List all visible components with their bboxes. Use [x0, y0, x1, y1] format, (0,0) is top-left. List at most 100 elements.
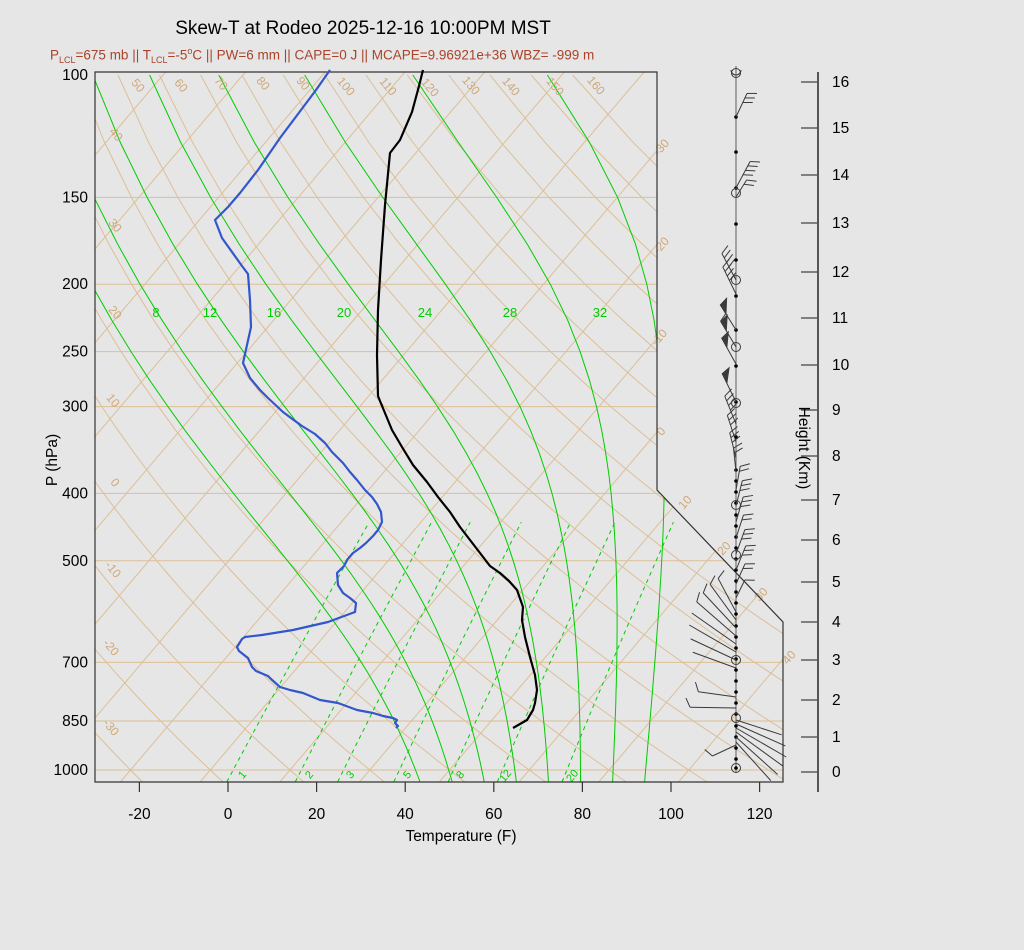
barb-feather	[733, 447, 743, 454]
height-tick-label: 2	[832, 692, 841, 709]
calm-symbol	[730, 69, 742, 76]
x-tick-label: 0	[224, 806, 233, 823]
dry-adiabat-line	[117, 74, 783, 782]
height-tick-label: 6	[832, 532, 841, 549]
height-tick-label: 9	[832, 402, 841, 419]
dry-adiabat-line	[324, 74, 783, 782]
isotherm-line	[0, 72, 86, 782]
wind-barb	[721, 366, 737, 403]
barb-feather	[694, 682, 699, 692]
barb-feather	[720, 312, 727, 322]
height-tick-label: 13	[832, 215, 849, 232]
barb-feather	[747, 165, 758, 167]
barb-staff	[735, 93, 748, 118]
gridline-label: 20	[714, 538, 734, 558]
mixing-ratio-line	[447, 521, 572, 782]
barb-feather	[740, 504, 751, 508]
barb-feather	[724, 388, 732, 397]
barb-feather	[742, 478, 753, 482]
barb-feather	[741, 537, 752, 540]
pressure-tick-label: 400	[62, 485, 88, 502]
wind-barb	[696, 592, 737, 637]
isotherm-line	[598, 72, 783, 782]
level-dot	[734, 724, 738, 728]
barb-feather	[739, 468, 750, 472]
barb-staff	[735, 466, 741, 491]
height-tick-label: 4	[832, 614, 841, 631]
barb-staff	[696, 601, 737, 637]
level-circle	[731, 655, 741, 665]
barb-staff	[729, 432, 737, 459]
barb-feather	[696, 592, 700, 603]
barb-staff	[732, 448, 737, 473]
height-tick-label: 8	[832, 448, 841, 465]
param-seg2: =-5	[167, 47, 188, 63]
barb-pennant	[720, 313, 728, 332]
dry-adiabat-line	[365, 74, 783, 782]
gridline-label: 150	[543, 74, 567, 99]
barb-feather	[726, 393, 734, 402]
barb-staff	[721, 373, 737, 403]
x-tick-label: 60	[485, 806, 503, 823]
dry-adiabat-line	[95, 74, 146, 782]
level-dot	[734, 222, 738, 226]
gridline-label: 160	[584, 73, 608, 98]
barb-feather	[730, 402, 738, 411]
moist-adiabat-line	[304, 74, 581, 782]
x-tick-label: 40	[397, 806, 415, 823]
wind-barb	[722, 258, 737, 295]
barb-feather	[723, 249, 731, 259]
barb-staff	[735, 179, 748, 198]
wind-barb	[735, 544, 756, 571]
barb-feather	[685, 697, 691, 708]
level-dot	[734, 479, 738, 483]
gridline-label: 2	[303, 769, 316, 781]
level-dot	[734, 746, 738, 750]
moist-adiabat-label: 20	[337, 305, 351, 320]
barb-feather	[741, 499, 752, 503]
barb-feather	[730, 417, 739, 426]
wind-barb	[735, 478, 753, 507]
wind-barb	[688, 624, 737, 653]
gridline-label: 1	[236, 769, 249, 781]
dry-adiabat-line	[95, 74, 550, 782]
height-tick-label: 12	[832, 264, 849, 281]
barb-feather	[750, 161, 761, 163]
wind-barb	[724, 388, 738, 425]
barb-feather	[722, 258, 730, 268]
level-dot	[734, 524, 738, 528]
level-dot	[734, 490, 738, 494]
barb-staff	[735, 496, 744, 523]
level-dot	[734, 513, 738, 517]
wind-barb	[735, 736, 778, 775]
barb-feather	[729, 426, 738, 434]
barb-feather	[721, 245, 729, 254]
isotherm-line	[518, 72, 783, 782]
level-dot	[734, 364, 738, 368]
mixing-ratio-line	[337, 521, 471, 782]
barb-feather	[727, 408, 736, 416]
level-dot	[734, 766, 738, 770]
param-seg1: =675 mb || T	[75, 47, 151, 63]
barb-staff	[698, 691, 737, 698]
moist-adiabat-label: 8	[152, 305, 159, 320]
x-axis-title: Temperature (F)	[405, 828, 516, 845]
wind-barb	[735, 179, 757, 198]
wind-barb	[735, 528, 755, 555]
plcl-label: P	[50, 47, 60, 63]
isotherm-line	[95, 72, 246, 782]
wind-barb	[709, 575, 737, 621]
barb-feather	[704, 749, 713, 757]
isotherm-line	[95, 72, 406, 782]
background-gridlines	[0, 72, 783, 782]
dry-adiabat-line	[200, 74, 783, 782]
page-title: Skew-T at Rodeo 2025-12-16 10:00PM MST	[175, 18, 551, 39]
temperature-curve	[375, 69, 539, 729]
moist-adiabat-line	[149, 74, 518, 782]
barb-staff	[717, 578, 737, 613]
barb-staff	[689, 706, 737, 709]
wind-barb	[719, 297, 737, 331]
level-dot	[734, 294, 738, 298]
level-circle	[731, 550, 741, 560]
wind-barb	[717, 570, 737, 613]
